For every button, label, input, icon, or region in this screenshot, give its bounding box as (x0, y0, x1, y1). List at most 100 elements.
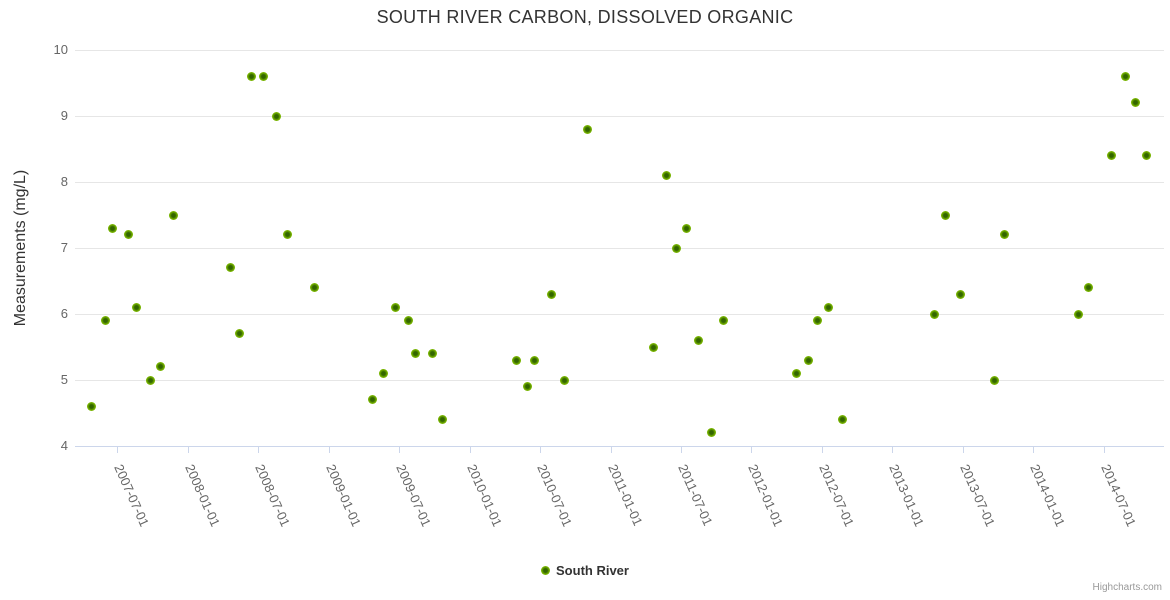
data-point[interactable] (1083, 283, 1093, 293)
x-axis-label: 2010-07-01 (534, 462, 576, 529)
data-point[interactable] (511, 355, 521, 365)
data-point[interactable] (86, 401, 96, 411)
y-axis-label: 5 (60, 372, 68, 387)
legend-label: South River (556, 563, 629, 578)
x-axis-tick (892, 447, 894, 453)
data-point[interactable] (583, 124, 593, 134)
y-axis-label: 10 (53, 42, 68, 57)
y-axis-label: 4 (60, 438, 68, 453)
data-point[interactable] (672, 243, 682, 253)
data-point[interactable] (309, 283, 319, 293)
x-axis-tick (1033, 447, 1035, 453)
x-axis-line (75, 446, 1164, 447)
data-point[interactable] (131, 302, 141, 312)
x-axis-label: 2009-07-01 (393, 462, 435, 529)
data-point[interactable] (823, 302, 833, 312)
y-axis-label: 9 (60, 108, 68, 123)
x-axis-tick (187, 447, 189, 453)
data-point[interactable] (169, 210, 179, 220)
data-point[interactable] (1131, 98, 1141, 108)
x-axis-tick (469, 447, 471, 453)
x-axis-tick (1103, 447, 1105, 453)
data-point[interactable] (560, 375, 570, 385)
data-point[interactable] (989, 375, 999, 385)
data-point[interactable] (791, 368, 801, 378)
x-axis-label: 2014-01-01 (1027, 462, 1069, 529)
y-axis-label: 8 (60, 174, 68, 189)
data-point[interactable] (411, 349, 421, 359)
x-axis-label: 2008-01-01 (182, 462, 223, 529)
x-axis-tick (540, 447, 542, 453)
legend-marker-icon (541, 566, 551, 575)
data-point[interactable] (719, 316, 729, 326)
data-point[interactable] (661, 170, 671, 180)
data-point[interactable] (522, 382, 532, 392)
y-gridline (75, 380, 1164, 381)
data-point[interactable] (707, 428, 717, 438)
data-point[interactable] (813, 316, 822, 326)
data-point[interactable] (803, 355, 813, 365)
data-point[interactable] (941, 210, 951, 220)
data-point[interactable] (437, 415, 447, 425)
data-point[interactable] (1106, 151, 1116, 161)
x-axis-tick (117, 447, 119, 453)
x-axis-tick (328, 447, 330, 453)
x-axis-tick (680, 447, 682, 453)
data-point[interactable] (258, 71, 268, 81)
x-axis-label: 2012-01-01 (745, 462, 787, 529)
y-gridline (75, 314, 1164, 315)
x-axis-label: 2011-07-01 (675, 462, 716, 528)
y-gridline (75, 116, 1164, 117)
data-point[interactable] (378, 368, 388, 378)
data-point[interactable] (694, 335, 704, 345)
data-point[interactable] (1120, 71, 1130, 81)
data-point[interactable] (272, 111, 282, 121)
y-gridline (75, 50, 1164, 51)
data-point[interactable] (1073, 309, 1083, 319)
data-point[interactable] (1000, 230, 1010, 240)
x-axis-tick (821, 447, 823, 453)
data-point[interactable] (837, 415, 847, 425)
x-axis-label: 2014-07-01 (1098, 462, 1139, 529)
data-point[interactable] (247, 71, 257, 81)
x-axis-label: 2009-01-01 (322, 462, 364, 529)
x-axis-label: 2010-01-01 (463, 462, 505, 529)
data-point[interactable] (145, 375, 155, 385)
y-gridline (75, 182, 1164, 183)
x-axis-label: 2011-01-01 (604, 462, 646, 528)
data-point[interactable] (547, 289, 557, 299)
x-axis-tick (610, 447, 612, 453)
y-axis-label: 6 (60, 306, 68, 321)
y-axis-label: 7 (60, 240, 68, 255)
data-point[interactable] (100, 316, 110, 326)
data-point[interactable] (367, 395, 377, 405)
legend-item[interactable]: South River (0, 563, 1170, 578)
x-axis-label: 2013-01-01 (886, 462, 928, 529)
highcharts-credits-link[interactable]: Highcharts.com (1092, 582, 1162, 593)
chart-title: SOUTH RIVER CARBON, DISSOLVED ORGANIC (376, 7, 794, 27)
data-point[interactable] (234, 329, 244, 339)
x-axis-label: 2013-07-01 (957, 462, 998, 529)
data-point[interactable] (391, 302, 401, 312)
data-point[interactable] (1141, 151, 1151, 161)
data-point[interactable] (956, 289, 966, 299)
data-point[interactable] (282, 230, 292, 240)
data-point[interactable] (930, 309, 940, 319)
x-axis-tick (751, 447, 753, 453)
data-point[interactable] (124, 230, 134, 240)
data-point[interactable] (648, 342, 658, 352)
data-point[interactable] (530, 355, 540, 365)
data-point[interactable] (403, 316, 413, 326)
data-point[interactable] (226, 263, 236, 273)
y-gridline (75, 248, 1164, 249)
data-point[interactable] (427, 349, 437, 359)
data-point[interactable] (108, 223, 118, 233)
x-axis-tick (258, 447, 260, 453)
data-point[interactable] (681, 223, 691, 233)
x-axis-tick (962, 447, 964, 453)
data-point[interactable] (156, 362, 166, 372)
x-axis-tick (399, 447, 401, 453)
x-axis-label: 2008-07-01 (252, 462, 294, 529)
x-axis-label: 2012-07-01 (816, 462, 857, 529)
